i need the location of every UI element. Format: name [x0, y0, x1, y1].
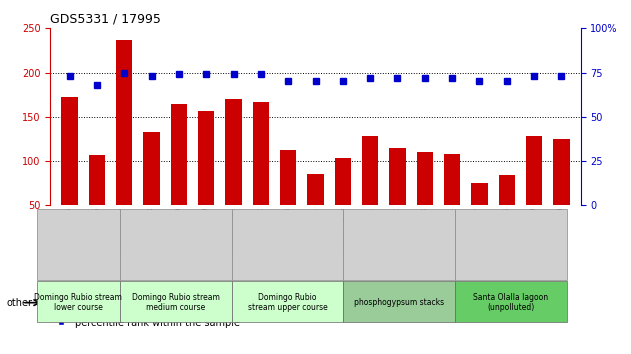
Bar	[389, 148, 406, 250]
Bar	[198, 110, 215, 250]
Bar	[116, 40, 133, 250]
Text: Domingo Rubio stream
lower course: Domingo Rubio stream lower course	[35, 293, 122, 312]
Text: Santa Olalla lagoon
(unpolluted): Santa Olalla lagoon (unpolluted)	[473, 293, 548, 312]
Bar	[416, 152, 433, 250]
Bar	[143, 132, 160, 250]
Bar	[307, 175, 324, 250]
Bar	[444, 154, 460, 250]
Bar	[553, 139, 570, 250]
Text: phosphogypsum stacks: phosphogypsum stacks	[354, 298, 444, 307]
Text: Domingo Rubio stream
medium course: Domingo Rubio stream medium course	[132, 293, 220, 312]
Bar	[225, 99, 242, 250]
Text: other: other	[6, 298, 32, 308]
Bar	[89, 155, 105, 250]
Legend: count, percentile rank within the sample: count, percentile rank within the sample	[56, 305, 240, 328]
Bar	[61, 97, 78, 250]
Bar	[471, 183, 488, 250]
Bar	[280, 149, 297, 250]
Text: GDS5331 / 17995: GDS5331 / 17995	[50, 13, 162, 26]
Bar	[362, 136, 379, 250]
Text: Domingo Rubio
stream upper course: Domingo Rubio stream upper course	[248, 293, 327, 312]
Bar	[498, 175, 515, 250]
Bar	[526, 136, 542, 250]
Bar	[171, 103, 187, 250]
Bar	[334, 158, 351, 250]
Bar	[252, 102, 269, 250]
